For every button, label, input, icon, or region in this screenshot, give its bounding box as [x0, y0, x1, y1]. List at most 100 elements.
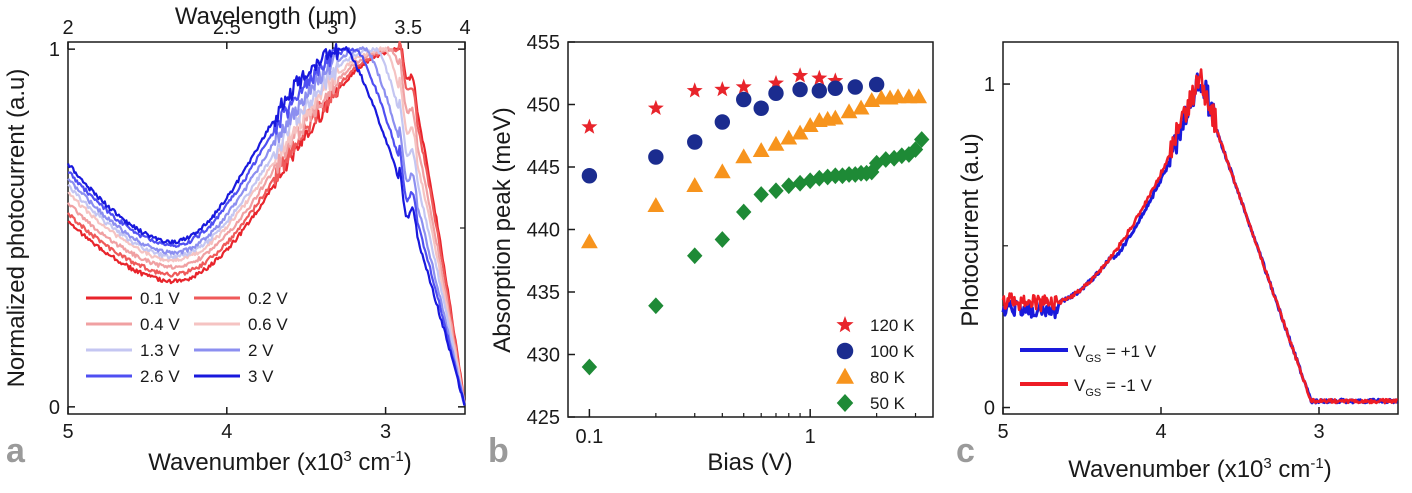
panel-b-point	[648, 297, 664, 315]
panel-b-point	[914, 131, 930, 148]
panel-b-point	[889, 88, 907, 104]
panel-b: 0.1 1 425 430 435 440 445 450 455 Bias (V) Absor…	[488, 32, 934, 476]
panel-a-series-line	[67, 40, 466, 403]
panel-c-series-line	[1001, 68, 1398, 405]
panel-c-x-tick-label: 5	[997, 421, 1008, 443]
panel-c-y-axis-label: Photocurrent (a.u)	[957, 133, 984, 326]
panel-c-legend-label: VGS = +1 V	[1074, 342, 1157, 365]
panel-c-x-tick-label: 4	[1155, 421, 1166, 443]
panel-b-point	[735, 78, 752, 94]
panel-c-y-tick-label: 0	[984, 398, 995, 420]
panel-b-y-tick-label: 430	[527, 345, 560, 367]
panel-b-point	[581, 168, 598, 184]
panel-b-y-tick-label: 450	[527, 95, 560, 117]
panel-a-y-tick-label: 1	[49, 39, 60, 61]
panel-a-legend-label: 3 V	[248, 367, 274, 386]
panel-c-curves	[1001, 68, 1398, 405]
panel-b-y-tick-label: 455	[527, 32, 560, 54]
panel-b-point	[792, 81, 808, 98]
panel-a-legend-label: 0.2 V	[248, 289, 288, 308]
panel-b-legend-marker	[836, 394, 854, 412]
panel-a-top-tick-label: 3.5	[394, 17, 422, 39]
panel-a-series-line	[67, 46, 466, 404]
panel-b-point	[910, 88, 928, 104]
panel-a-top-tick-label: 4	[459, 17, 470, 39]
panel-b-x-axis-label: Bias (V)	[707, 449, 792, 476]
panel-a-series-line	[67, 45, 466, 406]
panel-a-ticks: 5 4 3 2 2.5 3 3.5 4 0 1	[49, 17, 471, 443]
panel-b-point	[647, 197, 665, 213]
panel-b-point	[753, 100, 769, 116]
panel-b-legend-label: 100 K	[870, 342, 915, 361]
panel-a-series-line	[67, 46, 466, 403]
panel-c-label: c	[956, 432, 975, 470]
panel-b-point	[840, 103, 858, 119]
panel-a-x-tick-label: 3	[380, 421, 391, 443]
panel-a-legend-label: 1.3 V	[140, 341, 180, 360]
panel-b-point	[847, 79, 863, 95]
panel-c-series-line	[1001, 72, 1398, 405]
panel-b-point	[811, 69, 828, 85]
panel-b-point	[581, 118, 598, 134]
panel-b-point	[713, 163, 731, 179]
panel-a-legend-label: 0.6 V	[248, 315, 288, 334]
panel-b-point	[834, 167, 851, 185]
panel-b-point	[736, 203, 752, 221]
panel-b-y-tick-label: 440	[527, 220, 560, 242]
panel-b-y-tick-label: 425	[527, 407, 560, 429]
panel-b-legend-label: 50 K	[870, 394, 906, 413]
panel-a-curves	[66, 40, 466, 406]
panel-b-point	[827, 72, 844, 88]
panel-b-point	[781, 177, 797, 195]
panel-b-y-tick-label: 445	[527, 157, 560, 179]
panel-b-point	[686, 82, 703, 98]
panel-b-point	[827, 80, 844, 96]
panel-a-x-axis-label: Wavenumber (x103 cm-1)	[148, 448, 412, 476]
panel-a-y-axis-label: Normalized photocurrent (a.u)	[3, 69, 30, 388]
panel-b-point	[687, 134, 703, 150]
panel-b-legend-label: 80 K	[870, 368, 906, 387]
panel-b-legend-marker	[836, 367, 854, 384]
panel-b-point	[811, 83, 828, 99]
panel-b-point	[780, 129, 798, 145]
panel-b-point	[736, 91, 752, 108]
panel-b-point	[753, 186, 769, 203]
panel-b-point	[811, 169, 828, 187]
panel-b-point	[647, 99, 664, 115]
panel-b-x-tick-label: 0.1	[575, 426, 603, 448]
panel-b-point	[714, 231, 731, 248]
panel-b-legend-label: 120 K	[870, 316, 915, 335]
panel-b-point	[792, 174, 808, 192]
panel-c-y-tick-label: 1	[984, 74, 995, 96]
panel-b-point	[801, 117, 819, 133]
panel-b-label: b	[488, 432, 509, 470]
panel-a-x-tick-label: 4	[221, 421, 232, 443]
panel-b-point	[714, 114, 731, 130]
panel-a-legend-label: 0.4 V	[140, 315, 180, 334]
panel-b-legend: 120 K 100 K 80 K 50 K	[836, 316, 915, 413]
panel-a-series-line	[66, 42, 466, 406]
panel-b-point	[868, 76, 885, 93]
panel-b-point	[768, 85, 784, 101]
panel-b-point	[864, 163, 880, 181]
panel-a-top-axis-label: Wavelength (μm)	[175, 3, 357, 30]
panel-b-point	[714, 81, 731, 97]
panel-a-legend-label: 2.6 V	[140, 367, 180, 386]
panel-b-point	[768, 74, 784, 90]
panel-b-point	[752, 142, 770, 158]
panel-b-point	[852, 99, 870, 115]
panel-a-series-line	[67, 46, 466, 405]
panel-c-legend-label: VGS = -1 V	[1074, 376, 1152, 399]
panel-a-top-tick-label: 2	[62, 17, 73, 39]
panel-b-points	[580, 67, 930, 376]
panel-b-point	[768, 182, 784, 200]
panel-c-x-tick-label: 3	[1313, 421, 1324, 443]
panel-b-y-tick-label: 435	[527, 282, 560, 304]
panel-b-point	[878, 151, 894, 168]
panel-c-ticks: 5 4 3 0 1	[984, 74, 1325, 443]
panel-b-point	[819, 168, 836, 186]
panel-b-point	[580, 233, 598, 249]
panel-b-y-axis-label: Absorption peak (meV)	[489, 107, 516, 352]
panel-a-top-tick-label: 2.5	[213, 17, 241, 39]
